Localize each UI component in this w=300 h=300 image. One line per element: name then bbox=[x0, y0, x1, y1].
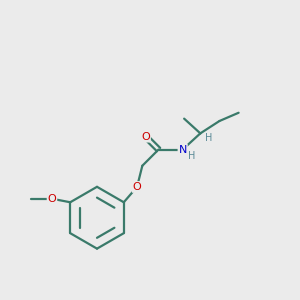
Text: N: N bbox=[178, 145, 187, 154]
Text: O: O bbox=[133, 182, 141, 192]
Text: O: O bbox=[141, 132, 150, 142]
Text: O: O bbox=[48, 194, 56, 204]
Text: H: H bbox=[188, 151, 196, 161]
Text: H: H bbox=[206, 133, 213, 143]
